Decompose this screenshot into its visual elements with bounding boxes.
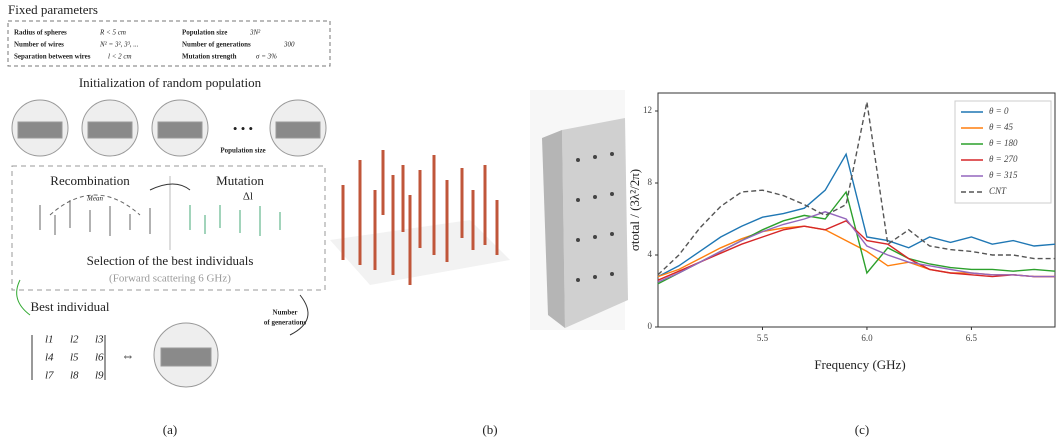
generations: Number xyxy=(273,309,298,317)
legend-label: θ = 315 xyxy=(989,170,1018,180)
matrix-entry: l4 xyxy=(45,352,54,364)
foam-block xyxy=(542,118,628,328)
legend-label: CNT xyxy=(989,186,1007,196)
param-value: σ = 3% xyxy=(256,53,277,61)
delta: Δl xyxy=(243,191,253,203)
x-axis-label: Frequency (GHz) xyxy=(814,357,905,372)
population-size: Population size xyxy=(220,147,265,155)
mean: Mean xyxy=(86,195,103,203)
param-value: 3N² xyxy=(249,29,261,37)
init-label: Initialization of random population xyxy=(79,75,262,90)
param-value: N² = 3², 3³, ... xyxy=(99,41,139,49)
matrix-entry: l3 xyxy=(95,334,104,346)
param-name: Number of generations xyxy=(182,41,251,49)
spheres xyxy=(12,100,326,387)
caption: (a) xyxy=(163,422,177,437)
series-line xyxy=(658,192,1055,284)
legend-label: θ = 270 xyxy=(989,154,1018,164)
generations: of generations xyxy=(264,319,306,327)
recombination: Recombination xyxy=(50,173,130,188)
y-tick-label: 4 xyxy=(648,249,653,259)
matrix-entry: l6 xyxy=(95,352,104,364)
forward: (Forward scattering 6 GHz) xyxy=(109,273,231,285)
equivalence: ⇔ xyxy=(122,348,135,363)
param-value: l < 2 cm xyxy=(108,53,132,61)
dots: • • • xyxy=(233,121,253,136)
matrix-entry: l8 xyxy=(70,370,79,382)
mutation: Mutation xyxy=(216,173,264,188)
matrix-entry: l2 xyxy=(70,334,79,346)
legend-label: θ = 180 xyxy=(989,138,1018,148)
best-individual: Best individual xyxy=(30,299,109,314)
param-name: Population size xyxy=(182,29,227,37)
x-tick-label: 5.5 xyxy=(757,333,769,343)
matrix-entry: l9 xyxy=(95,370,104,382)
param-name: Mutation strength xyxy=(182,53,237,61)
legend-label: θ = 0 xyxy=(989,106,1009,116)
y-axis-label: σtotal / (3λ²/2π) xyxy=(627,169,642,251)
param-value: 300 xyxy=(283,41,295,49)
y-tick-label: 0 xyxy=(648,321,653,331)
y-tick-label: 12 xyxy=(643,105,652,115)
param-name: Number of wires xyxy=(14,41,64,49)
matrix-entry: l7 xyxy=(45,370,54,382)
wire-array xyxy=(330,150,510,285)
y-tick-label: 8 xyxy=(648,177,653,187)
param-name: Radius of spheres xyxy=(14,29,67,37)
figure: Fixed parameters Radius of spheres R < 5… xyxy=(0,0,1059,443)
x-tick-label: 6.0 xyxy=(861,333,873,343)
selection: Selection of the best individuals xyxy=(87,253,254,268)
param-name: Separation between wires xyxy=(14,53,91,61)
legend-label: θ = 45 xyxy=(989,122,1013,132)
matrix-entry: l5 xyxy=(70,352,79,364)
matrix-entry: l1 xyxy=(45,334,54,346)
series-line xyxy=(658,212,1055,282)
caption: (c) xyxy=(855,422,869,437)
x-tick-label: 6.5 xyxy=(966,333,978,343)
caption: (b) xyxy=(482,422,497,437)
param-value: R < 5 cm xyxy=(99,29,126,37)
params-title: Fixed parameters xyxy=(8,2,98,17)
